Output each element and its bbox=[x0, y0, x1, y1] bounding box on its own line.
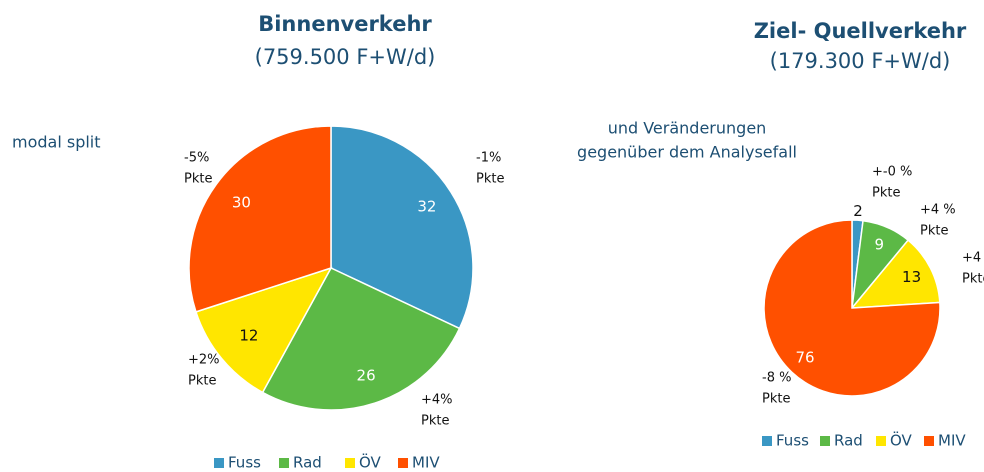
chart-title: Ziel- Quellverkehr bbox=[754, 19, 967, 43]
annotation: -5% bbox=[184, 151, 209, 166]
data-label: 32 bbox=[417, 198, 436, 216]
annotation: +4 % bbox=[920, 203, 956, 218]
legend-swatch bbox=[279, 458, 289, 468]
pie-slice bbox=[195, 266, 333, 394]
data-label: 13 bbox=[902, 268, 921, 286]
legend-swatch bbox=[214, 458, 224, 468]
annotation: +2% bbox=[188, 353, 220, 368]
annotation: +-0 % bbox=[872, 165, 912, 180]
annotation: Pkte bbox=[762, 392, 790, 407]
data-label: 26 bbox=[357, 367, 376, 385]
annotation: Pkte bbox=[962, 272, 984, 287]
annotation: +4 % bbox=[962, 251, 984, 266]
data-label: 2 bbox=[853, 202, 863, 220]
chart-subtitle: (179.300 F+W/d) bbox=[770, 49, 951, 73]
annotation: Pkte bbox=[421, 414, 449, 429]
legend-label: Rad bbox=[293, 454, 322, 472]
legend-swatch bbox=[345, 458, 355, 468]
annotation: Pkte bbox=[476, 172, 504, 187]
annotation: Pkte bbox=[188, 374, 216, 389]
pie-slice bbox=[850, 239, 941, 309]
legend-swatch bbox=[398, 458, 408, 468]
data-label: 30 bbox=[232, 193, 251, 211]
legend-swatch bbox=[820, 436, 830, 446]
legend-label: Rad bbox=[834, 432, 863, 450]
chart-subtitle: (759.500 F+W/d) bbox=[255, 45, 436, 69]
data-label: 12 bbox=[239, 326, 258, 344]
legend-label: ÖV bbox=[359, 453, 382, 472]
data-label: 9 bbox=[874, 236, 884, 254]
legend-label: Fuss bbox=[228, 454, 261, 472]
annotation: +4% bbox=[421, 393, 453, 408]
note: gegenüber dem Analysefall bbox=[577, 143, 797, 162]
legend-swatch bbox=[762, 436, 772, 446]
note: modal split bbox=[12, 133, 101, 152]
legend-label: ÖV bbox=[890, 431, 913, 450]
pie-slice bbox=[330, 125, 474, 330]
legend-swatch bbox=[876, 436, 886, 446]
annotation: Pkte bbox=[920, 224, 948, 239]
annotation: Pkte bbox=[872, 186, 900, 201]
chart-title: Binnenverkehr bbox=[258, 12, 432, 36]
pie-slice bbox=[188, 125, 332, 313]
legend-label: Fuss bbox=[776, 432, 809, 450]
annotation: -8 % bbox=[762, 371, 791, 386]
note: und Veränderungen bbox=[608, 119, 767, 138]
legend-swatch bbox=[924, 436, 934, 446]
pie-slice bbox=[763, 219, 941, 397]
legend-label: MIV bbox=[412, 454, 440, 472]
annotation: Pkte bbox=[184, 172, 212, 187]
legend-label: MIV bbox=[938, 432, 966, 450]
annotation: -1% bbox=[476, 151, 501, 166]
data-label: 76 bbox=[795, 349, 814, 367]
